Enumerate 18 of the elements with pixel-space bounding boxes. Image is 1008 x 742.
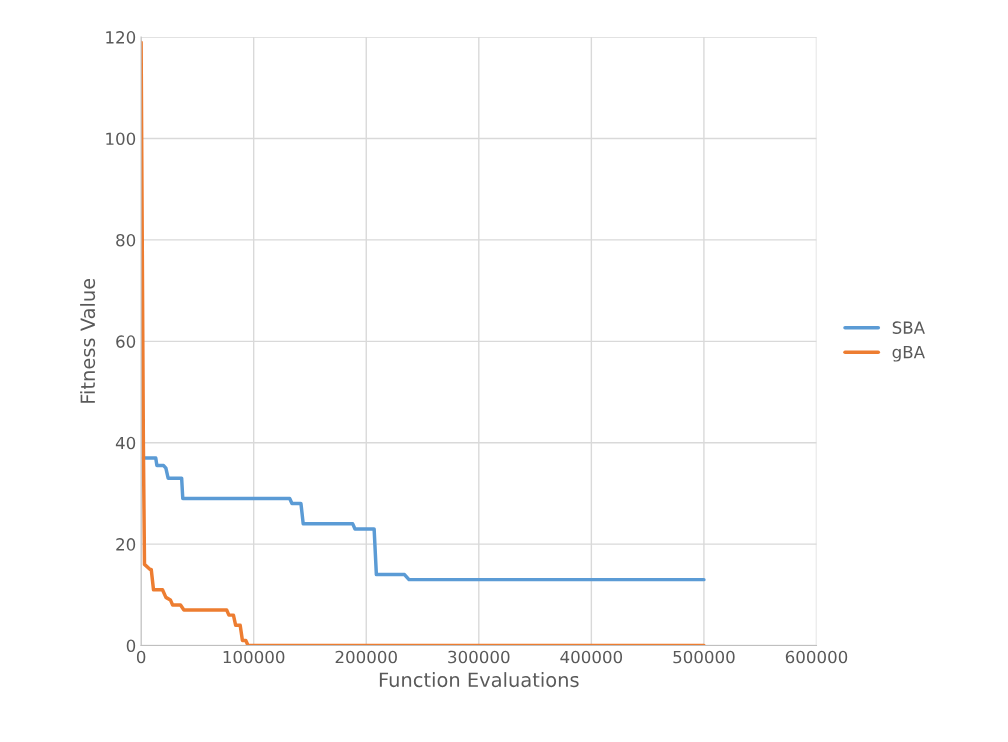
y-tick-label: 0 [126,639,136,653]
x-tick-label: 600000 [785,650,848,664]
x-tick-label: 200000 [335,650,397,664]
y-tick-label: 60 [116,335,136,348]
legend-label: SBA [892,321,925,334]
legend-label: gBA [892,346,925,362]
x-tick-label: 300000 [448,650,510,664]
y-tick-label: 40 [115,436,136,450]
y-axis-title: Fitness Value [80,278,96,403]
y-tick-label: 100 [106,132,136,146]
x-axis-title: Function Evaluations [379,672,579,688]
x-tick-label: 100000 [223,650,285,664]
y-tick-label: 20 [116,538,136,551]
y-tick-label: 80 [116,233,136,247]
x-tick-label: 400000 [560,650,623,664]
x-tick-label: 500000 [673,650,735,664]
x-tick-label: 0 [136,650,146,664]
y-tick-label: 120 [106,31,136,44]
